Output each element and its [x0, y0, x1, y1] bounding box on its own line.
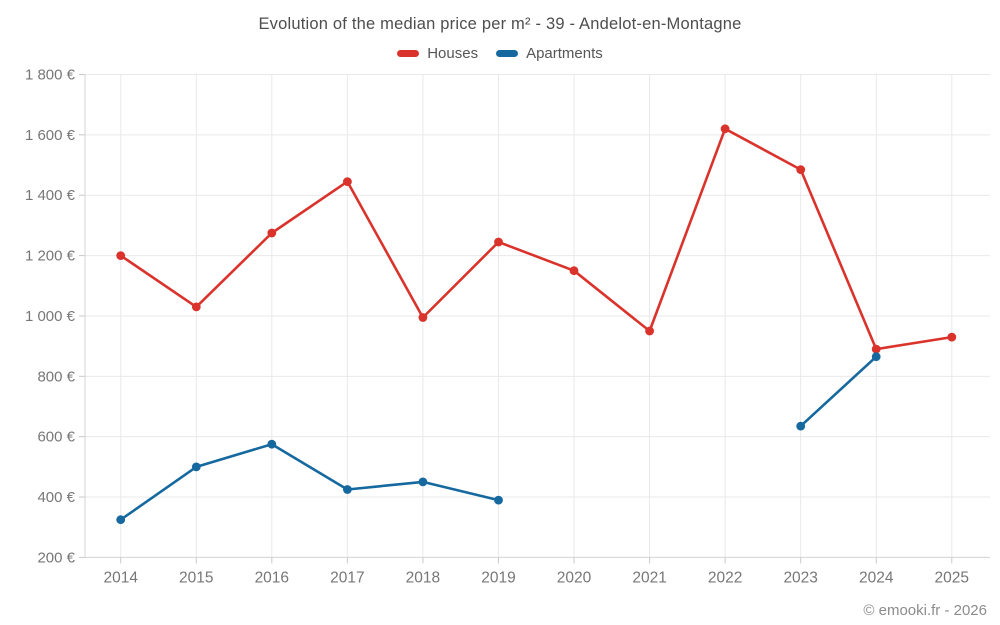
data-point-houses-2017[interactable] — [343, 177, 352, 187]
legend-item-houses[interactable]: Houses — [397, 45, 478, 62]
series-line-apartments — [119, 442, 500, 522]
data-point-apartments-2017[interactable] — [343, 485, 352, 494]
y-axis-label: 1 000 € — [25, 308, 76, 325]
y-axis-label: 800 € — [37, 368, 75, 385]
series-line-apartments — [799, 355, 878, 428]
x-axis-label: 2019 — [481, 569, 515, 586]
y-axis-label: 1 600 € — [25, 127, 76, 144]
houses-swatch-icon — [397, 50, 420, 57]
x-axis-label: 2021 — [632, 569, 666, 586]
x-axis-label: 2014 — [103, 569, 138, 586]
y-axis-label: 600 € — [37, 429, 75, 446]
x-axis-label: 2017 — [330, 569, 364, 586]
x-axis-label: 2025 — [935, 569, 969, 586]
y-axis-label: 400 € — [37, 489, 75, 506]
data-point-houses-2024[interactable] — [871, 344, 881, 354]
data-point-houses-2022[interactable] — [720, 124, 730, 134]
legend-item-apartments[interactable]: Apartments — [496, 45, 603, 62]
data-point-houses-2016[interactable] — [267, 228, 277, 238]
x-axis-label: 2016 — [255, 569, 289, 586]
data-point-apartments-2016[interactable] — [267, 439, 277, 449]
x-axis-label: 2024 — [859, 569, 894, 586]
series-line-houses — [119, 127, 954, 351]
copyright-credit: © emooki.fr - 2026 — [863, 602, 987, 619]
data-point-apartments-2018[interactable] — [418, 477, 428, 487]
apartments-swatch-icon — [496, 50, 519, 57]
data-point-houses-2020[interactable] — [569, 266, 579, 276]
y-axis-label: 1 800 € — [25, 67, 76, 84]
x-axis-label: 2022 — [708, 569, 742, 586]
data-point-apartments-2019[interactable] — [494, 495, 503, 505]
chart-title: Evolution of the median price per m² - 3… — [258, 15, 742, 33]
data-point-apartments-2014[interactable] — [116, 515, 126, 525]
y-axis-label: 1 200 € — [25, 248, 76, 265]
y-axis-label: 1 400 € — [25, 187, 76, 204]
chart-legend: Houses Apartments — [0, 45, 1000, 62]
y-axis-label: 200 € — [37, 549, 75, 566]
data-point-houses-2018[interactable] — [418, 313, 428, 322]
data-point-houses-2023[interactable] — [796, 165, 806, 175]
data-point-houses-2025[interactable] — [947, 332, 957, 342]
data-point-houses-2019[interactable] — [494, 237, 503, 247]
x-axis-label: 2015 — [179, 569, 213, 586]
data-point-houses-2015[interactable] — [191, 302, 201, 312]
data-point-apartments-2015[interactable] — [191, 462, 201, 472]
x-axis-label: 2023 — [783, 569, 817, 586]
x-axis-label: 2018 — [406, 569, 440, 586]
legend-label-apartments: Apartments — [526, 45, 603, 62]
data-point-apartments-2023[interactable] — [796, 421, 806, 431]
data-point-apartments-2024[interactable] — [871, 352, 881, 362]
x-axis-label: 2020 — [557, 569, 592, 586]
legend-label-houses: Houses — [427, 45, 479, 62]
data-point-houses-2014[interactable] — [116, 251, 126, 260]
data-point-houses-2021[interactable] — [645, 326, 654, 336]
